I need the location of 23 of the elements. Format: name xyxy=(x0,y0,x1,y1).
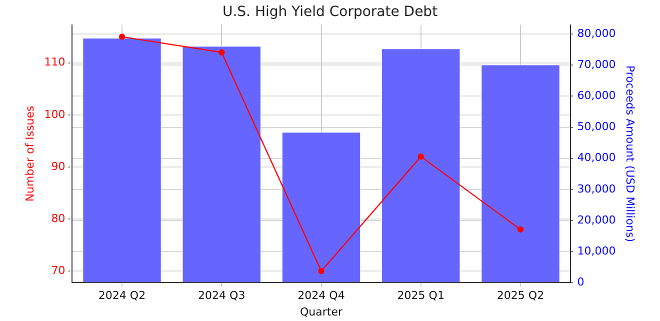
y2-tick-label: 80,000 xyxy=(577,26,616,40)
y-axis-title: Number of Issues xyxy=(23,105,36,202)
y-tick-label: 90 xyxy=(51,160,66,173)
y2-tick-label: 50,000 xyxy=(577,120,616,134)
x-tick-label: 2024 Q4 xyxy=(298,289,345,302)
y2-axis-title: Proceeds Amount (USD Millions) xyxy=(624,65,637,242)
y2-tick-label: 0 xyxy=(577,275,584,288)
y2-tick-label: 60,000 xyxy=(577,89,616,102)
y2-tick-label: 30,000 xyxy=(577,182,616,196)
x-tick-label: 2024 Q3 xyxy=(198,289,246,302)
y2-tick-label: 20,000 xyxy=(577,213,616,226)
y-tick-label: 110 xyxy=(44,56,66,69)
y2-tick-label: 10,000 xyxy=(577,244,616,258)
x-axis-title: Quarter xyxy=(300,305,343,318)
y-tick-label: 80 xyxy=(51,212,66,225)
chart-title: U.S. High Yield Corporate Debt xyxy=(222,4,438,20)
x-tick-label: 2025 Q2 xyxy=(496,289,544,302)
x-tick-label: 2025 Q1 xyxy=(397,289,444,302)
y2-tick-label: 70,000 xyxy=(577,58,616,72)
y-tick-label: 100 xyxy=(44,108,66,121)
x-tick-label: 2024 Q2 xyxy=(98,289,146,302)
y-tick-label: 70 xyxy=(51,264,66,277)
y2-tick-label: 40,000 xyxy=(577,151,616,164)
